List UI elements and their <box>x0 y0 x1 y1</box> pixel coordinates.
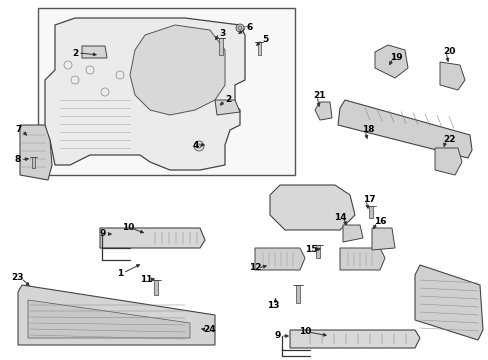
Polygon shape <box>315 245 319 258</box>
Text: 7: 7 <box>16 126 22 135</box>
Text: 9: 9 <box>100 230 106 238</box>
Text: 9: 9 <box>274 332 281 341</box>
Text: 13: 13 <box>266 301 279 310</box>
Polygon shape <box>337 100 471 158</box>
Text: 18: 18 <box>361 126 373 135</box>
Text: 16: 16 <box>373 217 386 226</box>
Text: 10: 10 <box>122 224 134 233</box>
Text: 4: 4 <box>192 140 199 149</box>
Polygon shape <box>295 285 299 303</box>
Polygon shape <box>439 62 464 90</box>
Text: 17: 17 <box>362 195 375 204</box>
Polygon shape <box>219 38 223 55</box>
Text: 23: 23 <box>12 274 24 283</box>
Polygon shape <box>258 42 261 55</box>
Polygon shape <box>254 248 305 270</box>
Polygon shape <box>269 185 354 230</box>
Polygon shape <box>130 25 224 115</box>
Text: 3: 3 <box>219 28 224 37</box>
Polygon shape <box>82 46 107 58</box>
Text: 6: 6 <box>246 22 253 31</box>
Polygon shape <box>45 18 244 170</box>
Polygon shape <box>20 125 52 180</box>
Text: 14: 14 <box>333 213 346 222</box>
Polygon shape <box>100 228 204 248</box>
Text: 24: 24 <box>203 325 216 334</box>
Text: 10: 10 <box>298 328 310 337</box>
Polygon shape <box>215 100 240 115</box>
Polygon shape <box>32 157 35 168</box>
Text: 22: 22 <box>442 135 454 144</box>
Text: 2: 2 <box>224 95 231 104</box>
Polygon shape <box>154 280 158 295</box>
Polygon shape <box>28 300 190 338</box>
Polygon shape <box>314 102 331 120</box>
Polygon shape <box>342 225 362 242</box>
Text: 12: 12 <box>248 264 261 273</box>
Text: 8: 8 <box>15 156 21 165</box>
Bar <box>38 8 294 175</box>
Text: 20: 20 <box>442 48 454 57</box>
Circle shape <box>236 24 244 32</box>
Polygon shape <box>289 330 419 348</box>
Text: 11: 11 <box>140 275 152 284</box>
Polygon shape <box>434 148 461 175</box>
Text: 1: 1 <box>117 269 123 278</box>
Polygon shape <box>374 45 407 78</box>
Text: 19: 19 <box>389 54 402 63</box>
Polygon shape <box>18 285 215 345</box>
Polygon shape <box>339 248 384 270</box>
Circle shape <box>194 141 203 151</box>
Polygon shape <box>414 265 482 340</box>
Text: 15: 15 <box>304 246 317 255</box>
Polygon shape <box>371 228 394 250</box>
Circle shape <box>238 26 242 30</box>
Text: 2: 2 <box>72 49 78 58</box>
Text: 5: 5 <box>262 36 267 45</box>
Text: 21: 21 <box>313 91 325 100</box>
Polygon shape <box>368 206 372 218</box>
Circle shape <box>197 144 201 148</box>
